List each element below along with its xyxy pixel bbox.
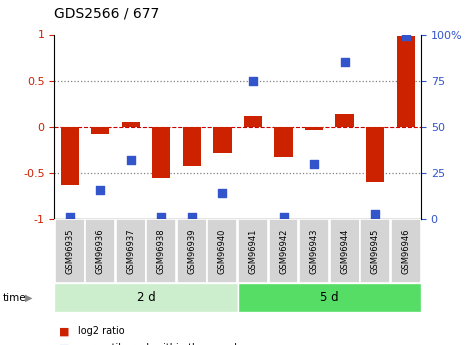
Point: [341, 59, 349, 65]
Bar: [391, 219, 420, 283]
Bar: [146, 219, 176, 283]
Text: GSM96941: GSM96941: [248, 228, 257, 274]
Text: ■: ■: [59, 326, 70, 336]
Bar: [360, 219, 390, 283]
Text: ■: ■: [59, 344, 70, 345]
Bar: [213, 127, 232, 152]
Bar: [85, 219, 115, 283]
Bar: [244, 116, 262, 127]
Bar: [237, 283, 421, 312]
Text: GSM96935: GSM96935: [65, 228, 74, 274]
Point: [310, 161, 318, 167]
Point: [188, 215, 196, 220]
Text: GSM96946: GSM96946: [401, 228, 410, 274]
Text: time: time: [2, 293, 26, 303]
Text: GSM96942: GSM96942: [279, 228, 288, 274]
Point: [371, 211, 379, 216]
Text: ▶: ▶: [25, 293, 32, 303]
Text: GSM96944: GSM96944: [340, 228, 349, 274]
Bar: [208, 219, 237, 283]
Bar: [305, 127, 323, 130]
Text: GDS2566 / 677: GDS2566 / 677: [54, 7, 160, 21]
Bar: [396, 36, 415, 127]
Text: GSM96938: GSM96938: [157, 228, 166, 274]
Bar: [116, 219, 146, 283]
Point: [66, 215, 73, 220]
Point: [402, 33, 410, 39]
Bar: [55, 219, 85, 283]
Point: [127, 157, 134, 163]
Text: GSM96937: GSM96937: [126, 228, 135, 274]
Bar: [122, 122, 140, 127]
Bar: [152, 127, 170, 178]
Bar: [183, 127, 201, 166]
Point: [219, 190, 226, 196]
Text: GSM96940: GSM96940: [218, 228, 227, 274]
Bar: [91, 127, 109, 134]
Text: GSM96939: GSM96939: [187, 228, 196, 274]
Text: 5 d: 5 d: [320, 291, 339, 304]
Text: GSM96945: GSM96945: [371, 228, 380, 274]
Bar: [177, 219, 207, 283]
Text: 2 d: 2 d: [137, 291, 156, 304]
Bar: [366, 127, 384, 182]
Point: [249, 78, 257, 83]
Text: percentile rank within the sample: percentile rank within the sample: [78, 344, 243, 345]
Bar: [238, 219, 268, 283]
Text: log2 ratio: log2 ratio: [78, 326, 125, 336]
Bar: [54, 283, 237, 312]
Point: [96, 187, 104, 192]
Bar: [269, 219, 298, 283]
Bar: [274, 127, 293, 157]
Point: [158, 215, 165, 220]
Text: GSM96943: GSM96943: [309, 228, 318, 274]
Point: [280, 215, 287, 220]
Bar: [299, 219, 329, 283]
Bar: [330, 219, 359, 283]
Bar: [61, 127, 79, 185]
Text: GSM96936: GSM96936: [96, 228, 105, 274]
Bar: [335, 114, 354, 127]
